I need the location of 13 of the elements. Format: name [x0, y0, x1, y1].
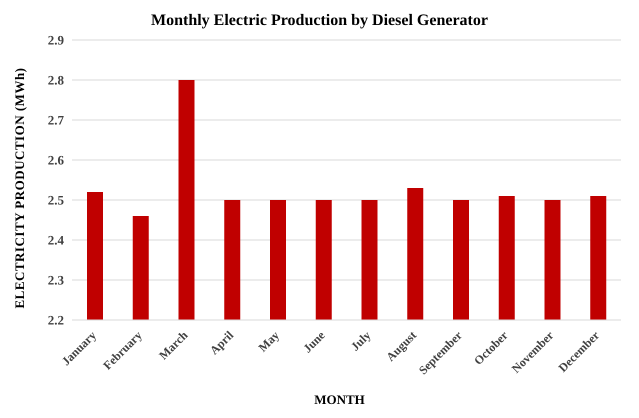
y-tick-label: 2.3 — [48, 272, 64, 288]
y-tick-label: 2.7 — [48, 112, 64, 128]
y-tick-label: 2.6 — [48, 152, 64, 168]
x-tick-label: July — [348, 328, 374, 354]
y-tick-label: 2.8 — [48, 72, 64, 88]
y-tick-label: 2.5 — [48, 192, 64, 208]
y-tick-label: 2.2 — [48, 312, 64, 328]
chart-title: Monthly Electric Production by Diesel Generator — [150, 12, 489, 30]
y-tick-label: 2.9 — [48, 32, 64, 48]
x-axis-title: MONTH — [313, 392, 366, 408]
y-tick-label: 2.4 — [48, 232, 64, 248]
x-tick-label: June — [300, 328, 328, 356]
y-axis-title: ELECTRICITY PRODUCTION (MWh) — [12, 67, 28, 309]
